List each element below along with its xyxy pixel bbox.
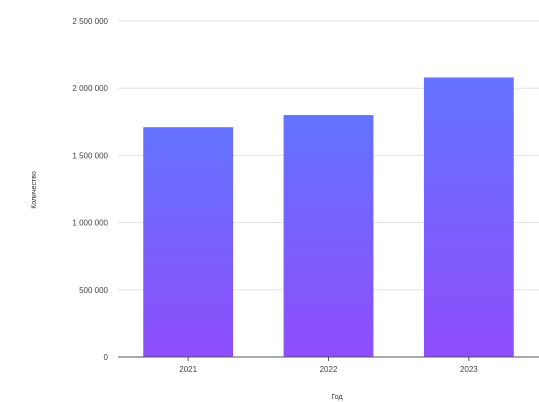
- axes: 0 500 000 1 000 000 1 500 000 2 000 000 2 500…: [72, 17, 539, 374]
- y-tick-label: 1 500 000: [72, 151, 108, 160]
- bars: [143, 77, 514, 358]
- bar-2022: [283, 115, 374, 357]
- x-tick-label: 2022: [320, 365, 338, 374]
- bar-2023: [423, 77, 514, 357]
- x-tick-label: 2023: [460, 365, 478, 374]
- x-axis-title: Год: [331, 394, 342, 401]
- y-axis-title: Количество: [31, 171, 38, 209]
- y-tick-label: 0: [104, 353, 109, 362]
- bar-2021: [143, 127, 234, 358]
- y-tick-label: 500 000: [79, 286, 108, 295]
- y-tick-label: 1 000 000: [72, 219, 108, 228]
- y-tick-label: 2 000 000: [72, 84, 108, 93]
- x-tick-label: 2021: [179, 365, 197, 374]
- y-tick-label: 2 500 000: [72, 17, 108, 26]
